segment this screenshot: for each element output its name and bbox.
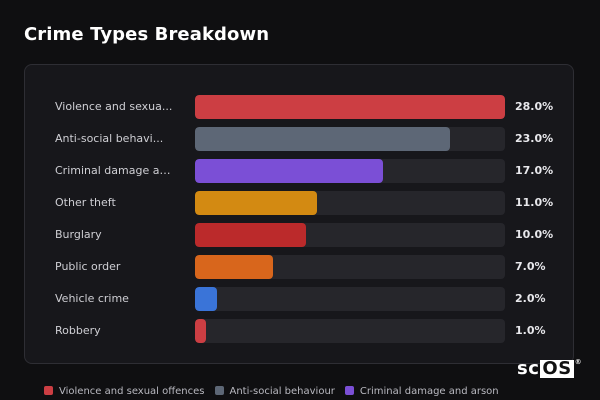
legend-item: Violence and sexual offences <box>44 386 205 397</box>
legend-label: Criminal damage and arson <box>359 386 499 397</box>
bar-track <box>195 223 505 247</box>
bar <box>195 319 207 343</box>
bar-track <box>195 159 505 183</box>
bar-row: Anti-social behavi... 23.0% <box>25 127 573 151</box>
bar <box>195 255 273 279</box>
category-label: Vehicle crime <box>55 292 129 305</box>
bar-row: Criminal damage an... 17.0% <box>25 159 573 183</box>
bar <box>195 95 505 119</box>
category-label: Anti-social behavi... <box>55 132 164 145</box>
bar-row: Violence and sexua... 28.0% <box>25 95 573 119</box>
value-label: 28.0% <box>515 100 554 113</box>
logo-boxed: OS <box>540 358 574 379</box>
bar-track <box>195 127 505 151</box>
bar <box>195 159 384 183</box>
legend-label: Violence and sexual offences <box>59 386 205 397</box>
category-label: Robbery <box>55 324 101 337</box>
bar <box>195 191 317 215</box>
legend-swatch <box>44 386 53 395</box>
logo-prefix: sc <box>517 358 540 379</box>
scos-logo: sc OS ® <box>517 358 582 379</box>
legend-swatch <box>344 386 354 395</box>
chart-panel: Violence and sexua... 28.0% Anti-social be… <box>24 64 574 364</box>
chart-legend: Violence and sexual offences Anti-social … <box>44 386 509 397</box>
bar-track <box>195 95 505 119</box>
value-label: 7.0% <box>515 260 546 273</box>
legend-swatch <box>214 386 224 395</box>
bar <box>195 223 306 247</box>
category-label: Other theft <box>55 196 116 209</box>
bar <box>195 287 218 311</box>
legend-item: Criminal damage and arson <box>344 386 499 397</box>
bar-track <box>195 191 505 215</box>
bar-track <box>195 319 505 343</box>
bar <box>195 127 450 151</box>
category-label: Burglary <box>55 228 102 241</box>
category-label: Criminal damage an... <box>55 164 173 177</box>
bar-track <box>195 255 505 279</box>
value-label: 23.0% <box>515 132 554 145</box>
bar-row: Burglary 10.0% <box>25 223 573 247</box>
bar-row: Other theft 11.0% <box>25 191 573 215</box>
category-label: Violence and sexua... <box>55 100 173 113</box>
value-label: 2.0% <box>515 292 546 305</box>
value-label: 11.0% <box>515 196 554 209</box>
category-label: Public order <box>55 260 121 273</box>
value-label: 1.0% <box>515 324 546 337</box>
bar-track <box>195 287 505 311</box>
value-label: 10.0% <box>515 228 554 241</box>
legend-item: Anti-social behaviour <box>214 386 335 397</box>
value-label: 17.0% <box>515 164 554 177</box>
bar-row: Public order 7.0% <box>25 255 573 279</box>
logo-registered-mark: ® <box>574 358 583 366</box>
bar-row: Robbery 1.0% <box>25 319 573 343</box>
legend-label: Anti-social behaviour <box>229 386 335 397</box>
chart-title: Crime Types Breakdown <box>24 24 270 45</box>
bar-row: Vehicle crime 2.0% <box>25 287 573 311</box>
